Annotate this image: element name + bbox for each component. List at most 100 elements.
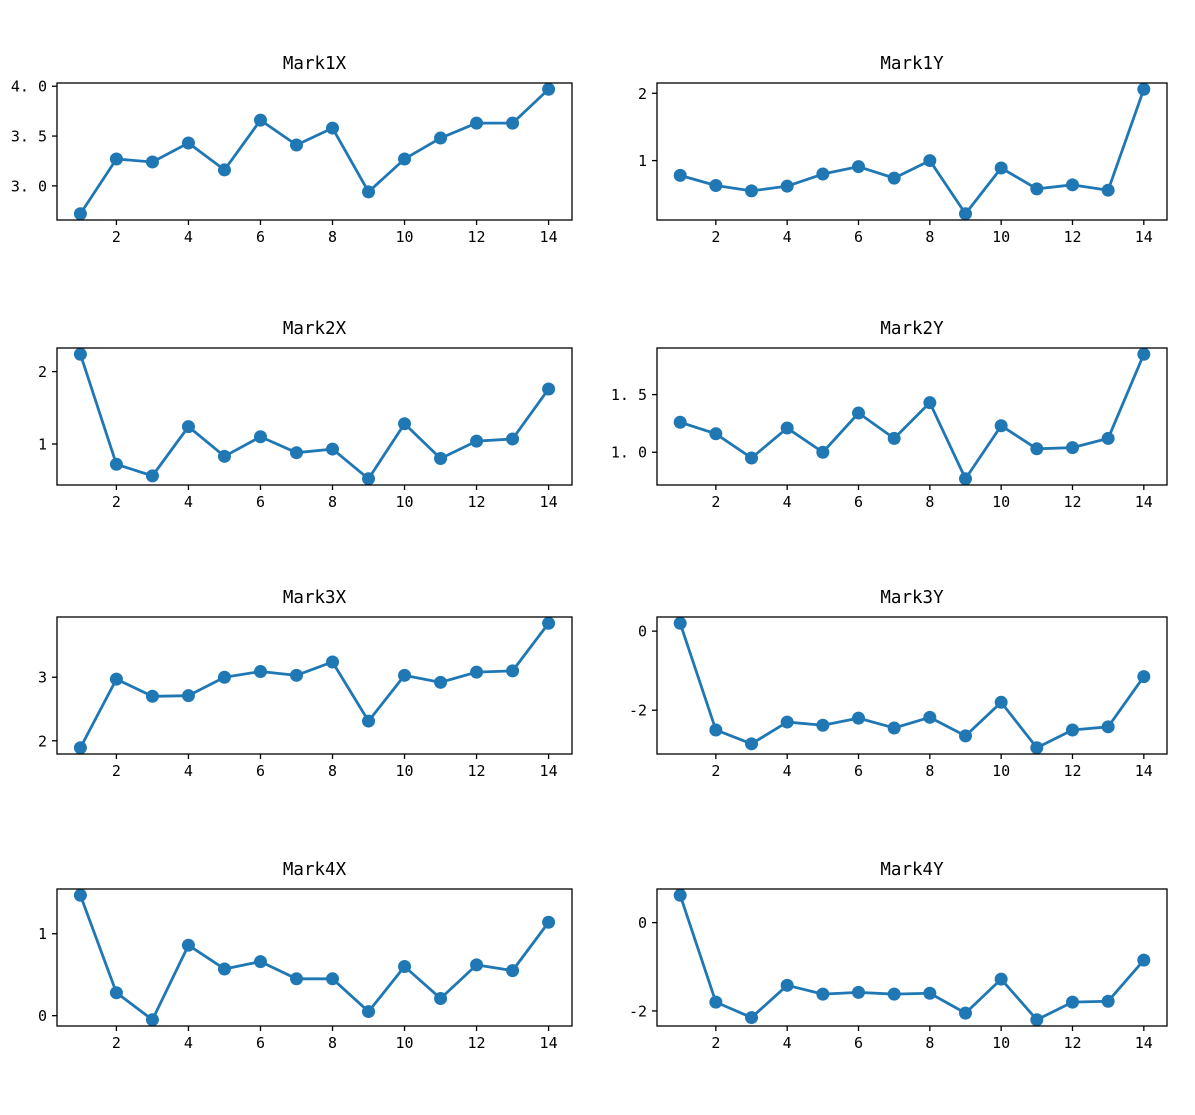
data-point	[109, 986, 123, 1000]
x-tick-label: 8	[925, 762, 934, 780]
data-point	[745, 737, 759, 751]
x-tick-label: 8	[328, 762, 337, 780]
data-point	[253, 430, 267, 444]
x-tick-label: 6	[854, 1034, 863, 1052]
data-point	[73, 741, 87, 755]
y-tick-label: 1	[38, 925, 47, 943]
x-tick-label: 4	[184, 1034, 193, 1052]
data-point	[709, 995, 723, 1009]
x-tick-label: 14	[540, 762, 558, 780]
data-point	[217, 449, 231, 463]
data-point	[994, 695, 1008, 709]
y-tick-label: 0	[638, 914, 647, 932]
data-point	[362, 185, 376, 199]
plot-border	[656, 616, 1168, 755]
x-tick-label: 6	[854, 493, 863, 511]
data-point	[709, 427, 723, 441]
y-tick-label: 2	[38, 363, 47, 381]
data-point	[816, 167, 830, 181]
data-point	[1030, 1013, 1044, 1027]
data-point	[542, 616, 556, 630]
data-point	[542, 82, 556, 96]
y-tick-label: -2	[629, 1002, 647, 1020]
data-point	[470, 434, 484, 448]
data-point	[673, 888, 687, 902]
data-point	[780, 715, 794, 729]
data-point	[109, 672, 123, 686]
data-point	[887, 171, 901, 185]
data-point	[326, 442, 340, 456]
data-point	[745, 451, 759, 465]
data-point	[780, 421, 794, 435]
y-tick-label: 3. 0	[11, 177, 47, 195]
data-point	[253, 113, 267, 127]
x-tick-label: 10	[992, 228, 1010, 246]
data-point	[470, 665, 484, 679]
data-point	[434, 131, 448, 145]
data-point	[1101, 183, 1115, 197]
x-tick-label: 12	[468, 493, 486, 511]
x-tick-label: 10	[992, 493, 1010, 511]
data-point	[816, 987, 830, 1001]
x-tick-label: 8	[328, 1034, 337, 1052]
chart-mark1x: Mark1X 2 4 6 8 10 12 14 3. 0 3. 5 4. 0	[11, 54, 573, 246]
chart-title-mark3y: Mark3Y	[880, 588, 944, 608]
plot-border	[56, 347, 573, 486]
y-tick-label: 3	[38, 669, 47, 687]
series-line	[79, 893, 550, 1022]
data-point	[852, 406, 866, 420]
data-point	[470, 958, 484, 972]
x-tick-label: 8	[925, 493, 934, 511]
x-tick-label: 12	[468, 762, 486, 780]
x-tick-label: 4	[783, 762, 792, 780]
data-point	[958, 1006, 972, 1020]
data-point	[673, 168, 687, 182]
y-tick-label: 2	[638, 85, 647, 103]
data-point	[506, 116, 520, 130]
plot-border	[56, 616, 573, 755]
chart-title-mark2y: Mark2Y	[880, 319, 944, 339]
data-point	[109, 457, 123, 471]
plot-border	[656, 347, 1168, 486]
y-tick-label: -2	[629, 702, 647, 720]
x-tick-label: 2	[112, 228, 121, 246]
data-point	[506, 432, 520, 446]
x-tick-label: 8	[925, 228, 934, 246]
data-point	[887, 431, 901, 445]
chart-mark3x: Mark3X 2 4 6 8 10 12 14 2 3	[38, 588, 573, 780]
data-point	[326, 655, 340, 669]
y-tick-label: 0	[38, 1007, 47, 1025]
data-point	[673, 616, 687, 630]
data-point	[398, 417, 412, 431]
data-point	[780, 179, 794, 193]
data-point	[923, 396, 937, 410]
data-point	[923, 986, 937, 1000]
x-tick-label: 10	[396, 228, 414, 246]
x-tick-label: 6	[256, 762, 265, 780]
x-tick-label: 8	[328, 228, 337, 246]
x-tick-label: 10	[992, 1034, 1010, 1052]
x-tick-label: 14	[1135, 1034, 1153, 1052]
data-point	[887, 721, 901, 735]
data-point	[73, 888, 87, 902]
data-point	[542, 915, 556, 929]
data-point	[994, 161, 1008, 175]
data-point	[745, 184, 759, 198]
x-tick-label: 12	[1063, 762, 1081, 780]
data-point	[217, 670, 231, 684]
data-point	[673, 415, 687, 429]
data-point	[923, 154, 937, 168]
x-tick-label: 14	[1135, 493, 1153, 511]
x-tick-label: 2	[112, 493, 121, 511]
data-point	[852, 711, 866, 725]
x-tick-label: 12	[1063, 1034, 1081, 1052]
x-tick-label: 6	[854, 762, 863, 780]
plot-border	[656, 82, 1168, 221]
data-point	[326, 972, 340, 986]
x-tick-label: 10	[396, 493, 414, 511]
data-point	[1030, 182, 1044, 196]
data-point	[434, 991, 448, 1005]
x-tick-label: 12	[468, 1034, 486, 1052]
x-tick-label: 14	[1135, 228, 1153, 246]
